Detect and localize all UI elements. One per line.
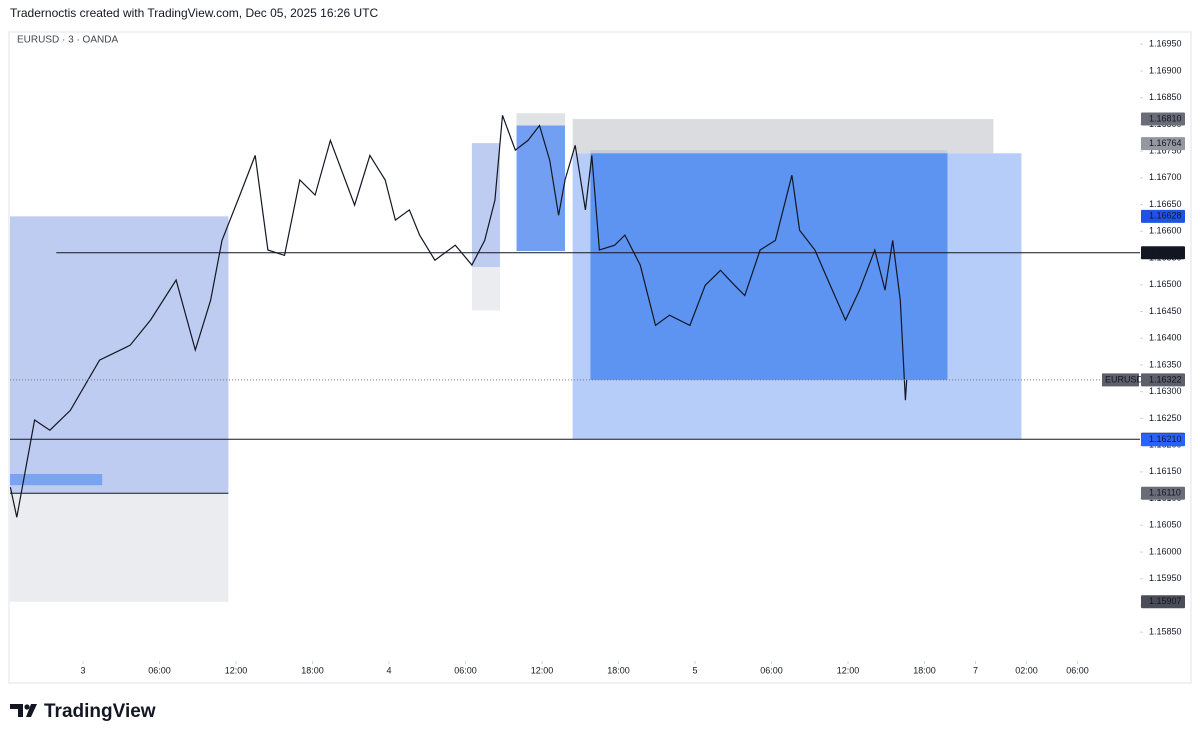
y-tick-label: 1.16600 [1149, 226, 1182, 236]
price-label-bg [1141, 246, 1185, 260]
y-tick-label: 1.16850 [1149, 92, 1182, 102]
y-tick-label: 1.16750 [1149, 146, 1182, 156]
x-tick-label: 12:00 [531, 665, 554, 675]
price-label-bg [1141, 373, 1185, 387]
zone [572, 119, 994, 154]
x-tick-label: 12:00 [225, 665, 248, 675]
price-label: 1.16110 [1149, 488, 1181, 498]
x-tick-label: 18:00 [607, 665, 630, 675]
price-label-bg [1141, 209, 1185, 223]
y-tick-label: 1.16500 [1149, 279, 1182, 289]
price-label: 1.15907 [1149, 596, 1182, 606]
zone [516, 125, 565, 252]
price-label-bg [1141, 433, 1185, 447]
y-tick-label: 1.16050 [1149, 520, 1182, 530]
y-tick-label: 1.15850 [1149, 627, 1182, 637]
x-tick-label: 06:00 [1066, 665, 1089, 675]
price-label: 1.16560 [1149, 247, 1182, 257]
y-tick-label: 1.16400 [1149, 333, 1182, 343]
zone [10, 473, 103, 486]
y-tick-label: 1.16700 [1149, 172, 1182, 182]
logo-icon [10, 704, 37, 717]
x-tick-label: 5 [693, 665, 698, 675]
price-label: 1.16764 [1149, 138, 1182, 148]
price-label-bg [1141, 595, 1185, 609]
x-tick-label: 12:00 [837, 665, 860, 675]
y-tick-label: 1.16000 [1149, 546, 1182, 556]
x-tick-label: 06:00 [454, 665, 477, 675]
logo-text: TradingView [44, 701, 156, 722]
zone [10, 216, 229, 494]
price-label: 1.16628 [1149, 211, 1182, 221]
x-tick-label: 06:00 [148, 665, 171, 675]
price-label: 1.16810 [1149, 113, 1182, 123]
y-tick-label: 1.16300 [1149, 386, 1182, 396]
symbol-tag: EURUSD [1105, 374, 1144, 384]
price-label-bg [1141, 486, 1185, 500]
zone [10, 493, 229, 602]
y-tick-label: 1.16450 [1149, 306, 1182, 316]
x-tick-label: 06:00 [760, 665, 783, 675]
y-tick-label: 1.16350 [1149, 359, 1182, 369]
price-label-bg [1141, 137, 1185, 151]
price-line [9, 115, 908, 518]
x-tick-label: 3 [81, 665, 86, 675]
y-tick-label: 1.16150 [1149, 466, 1182, 476]
y-tick-label: 1.16900 [1149, 65, 1182, 75]
frame [8, 31, 1192, 684]
y-tick-label: 1.15950 [1149, 573, 1182, 583]
price-label-bg [1141, 112, 1185, 126]
y-tick-label: 1.16950 [1149, 39, 1182, 49]
x-tick-label: 02:00 [1015, 665, 1038, 675]
price-label: 1.16210 [1149, 434, 1182, 444]
zone [590, 150, 948, 380]
zone [471, 143, 500, 268]
x-tick-label: 18:00 [913, 665, 936, 675]
symbol-title: EURUSD · 3 · OANDA [17, 35, 118, 46]
zone [516, 113, 565, 126]
price-label: 1.16322 [1149, 374, 1182, 384]
attribution: Tradernoctis created with TradingView.co… [10, 6, 379, 20]
y-tick-label: 1.16650 [1149, 199, 1182, 209]
x-tick-label: 4 [387, 665, 392, 675]
zone [471, 267, 500, 311]
y-tick-label: 1.16250 [1149, 413, 1182, 423]
symbol-tag-bg [1102, 373, 1139, 387]
x-tick-label: 7 [973, 665, 978, 675]
x-tick-label: 18:00 [301, 665, 324, 675]
